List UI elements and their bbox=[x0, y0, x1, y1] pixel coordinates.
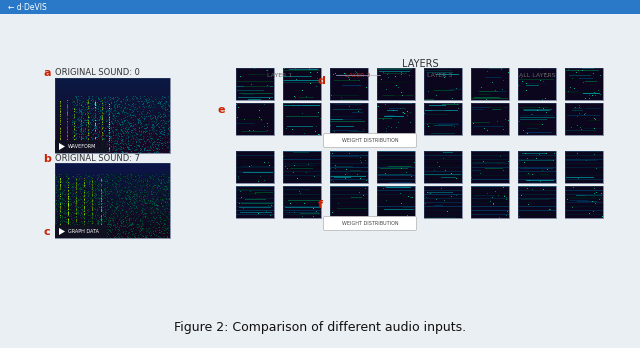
Text: c: c bbox=[43, 227, 50, 237]
Text: LAYER 2: LAYER 2 bbox=[346, 73, 371, 78]
Polygon shape bbox=[59, 143, 65, 150]
FancyBboxPatch shape bbox=[0, 0, 640, 14]
FancyBboxPatch shape bbox=[323, 216, 417, 230]
Text: LAYERS: LAYERS bbox=[402, 59, 438, 69]
Text: a: a bbox=[43, 68, 51, 78]
Text: f: f bbox=[318, 200, 323, 210]
Text: WAVEFORM: WAVEFORM bbox=[68, 144, 97, 149]
Polygon shape bbox=[59, 228, 65, 235]
Text: WEIGHT DISTRIBUTION: WEIGHT DISTRIBUTION bbox=[342, 138, 398, 143]
FancyBboxPatch shape bbox=[55, 225, 107, 238]
Text: LAYER 3: LAYER 3 bbox=[428, 73, 452, 78]
Text: Figure 2: Comparison of different audio inputs.: Figure 2: Comparison of different audio … bbox=[174, 322, 466, 334]
Text: WEIGHT DISTRIBUTION: WEIGHT DISTRIBUTION bbox=[342, 221, 398, 226]
FancyBboxPatch shape bbox=[323, 134, 417, 148]
Text: ORIGINAL SOUND: 0: ORIGINAL SOUND: 0 bbox=[55, 68, 140, 77]
Text: ALL LAYERS: ALL LAYERS bbox=[519, 73, 556, 78]
Text: d: d bbox=[318, 76, 326, 86]
Text: LAYER 1: LAYER 1 bbox=[268, 73, 292, 78]
Text: ORIGINAL SOUND: 7: ORIGINAL SOUND: 7 bbox=[55, 154, 140, 163]
FancyBboxPatch shape bbox=[55, 140, 107, 153]
Text: b: b bbox=[43, 154, 51, 164]
Text: ← d·DeVIS: ← d·DeVIS bbox=[8, 2, 47, 11]
Text: GRAPH DATA: GRAPH DATA bbox=[68, 229, 99, 234]
Text: e: e bbox=[217, 105, 225, 115]
